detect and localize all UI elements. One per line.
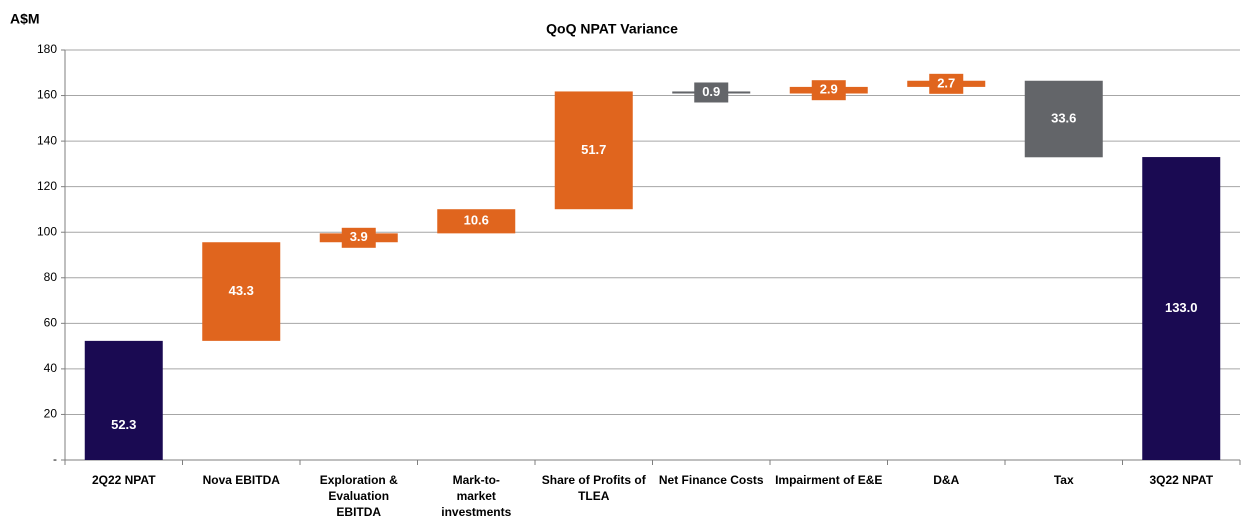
x-tick-label: 3Q22 NPAT [1149, 473, 1214, 487]
bar [554, 91, 633, 210]
value-label: 133.0 [1165, 300, 1198, 315]
value-label: 3.9 [350, 229, 368, 244]
y-tick-label: 100 [37, 224, 57, 238]
value-label: 2.9 [820, 82, 838, 97]
bar [437, 209, 516, 234]
x-tick-label: Impairment of E&E [775, 473, 883, 487]
value-label-box [694, 82, 729, 103]
bar [1142, 157, 1221, 461]
y-axis-label: A$M [10, 11, 40, 27]
x-tick-label: Exploration & Evaluation EBITDA [319, 473, 398, 518]
y-tick-label: 120 [37, 179, 57, 193]
value-label-box [341, 227, 376, 248]
x-tick-label: Mark-to-market investments [441, 473, 512, 518]
value-label: 43.3 [229, 283, 254, 298]
bar [202, 242, 281, 341]
chart-title: QoQ NPAT Variance [546, 21, 678, 37]
value-label: 2.7 [937, 75, 955, 90]
value-label: 10.6 [464, 213, 489, 228]
x-tick-label: Share of Profits of TLEA [541, 473, 646, 503]
y-tick-label: 180 [37, 42, 57, 56]
value-label: 33.6 [1051, 110, 1076, 125]
y-tick-label: 140 [37, 133, 57, 147]
value-label: 0.9 [702, 84, 720, 99]
x-tick-label: Nova EBITDA [202, 473, 280, 487]
x-tick-label: Net Finance Costs [658, 473, 764, 487]
x-tick-label: D&A [933, 473, 960, 487]
y-tick-label: 20 [44, 407, 58, 421]
x-tick-label: Tax [1053, 473, 1074, 487]
y-tick-label: 80 [44, 270, 58, 284]
value-label: 51.7 [581, 142, 606, 157]
y-tick-label: - [53, 452, 57, 466]
x-tick-label: 2Q22 NPAT [91, 473, 156, 487]
y-tick-label: 60 [44, 316, 58, 330]
value-label-box [811, 80, 846, 101]
y-tick-label: 160 [37, 88, 57, 102]
bar [84, 340, 163, 460]
value-label: 52.3 [111, 417, 136, 432]
y-tick-label: 40 [44, 361, 58, 375]
value-label-box [929, 73, 964, 94]
bar [1024, 80, 1103, 158]
